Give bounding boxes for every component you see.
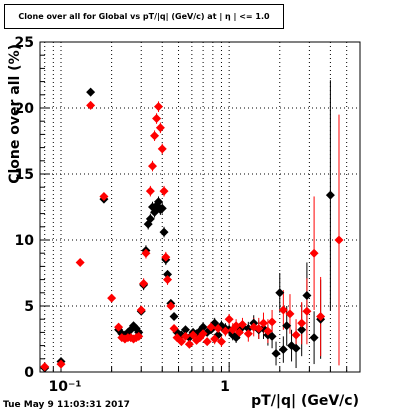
y-tick-label-25: 25 <box>15 35 34 51</box>
data-point <box>258 318 268 328</box>
data-point <box>278 305 288 315</box>
x-tick-label-1: 1 <box>220 379 230 395</box>
data-point <box>216 337 226 347</box>
data-point <box>161 252 171 262</box>
data-point <box>147 161 157 171</box>
data-point <box>237 319 247 329</box>
data-point <box>297 318 307 328</box>
data-point <box>316 312 326 322</box>
data-point <box>166 301 176 311</box>
data-point <box>99 191 109 201</box>
data-point <box>150 131 160 141</box>
data-point <box>180 331 190 341</box>
data-point <box>107 293 117 303</box>
data-point <box>176 337 186 347</box>
data-point <box>334 235 344 245</box>
data-point <box>169 323 179 333</box>
y-tick-label-0: 0 <box>24 365 34 381</box>
data-point <box>213 323 223 333</box>
data-point <box>302 290 312 300</box>
data-point <box>202 337 212 347</box>
data-point <box>206 322 216 332</box>
data-point <box>163 275 173 285</box>
data-point <box>86 100 96 110</box>
data-point <box>309 248 319 258</box>
data-point <box>291 330 301 340</box>
chart-title: Clone over all for Global vs pT/|q| (GeV… <box>18 12 270 21</box>
data-point <box>157 144 167 154</box>
data-point <box>155 123 165 133</box>
data-point <box>136 305 146 315</box>
data-point <box>198 322 208 332</box>
data-point <box>145 186 155 196</box>
data-point <box>271 349 281 359</box>
data-point <box>157 203 167 213</box>
data-point <box>153 102 163 112</box>
data-point <box>285 309 295 319</box>
data-point <box>152 114 162 124</box>
data-point <box>86 87 96 97</box>
data-point <box>231 321 241 331</box>
error-bars <box>44 80 340 370</box>
data-point <box>123 327 133 337</box>
data-point <box>159 227 169 237</box>
timestamp: Tue May 9 11:03:31 2017 <box>3 400 130 410</box>
data-point <box>275 288 285 298</box>
data-point <box>210 334 220 344</box>
data-point <box>243 329 253 339</box>
x-axis-label: pT/|q| (GeV/c) <box>251 393 359 409</box>
data-point <box>267 317 277 327</box>
data-point <box>139 279 149 289</box>
data-point <box>302 306 312 316</box>
data-point <box>163 269 173 279</box>
chart-title-box: Clone over all for Global vs pT/|q| (GeV… <box>4 4 284 29</box>
data-point <box>224 314 234 324</box>
data-point <box>278 345 288 355</box>
plot-frame <box>39 41 361 373</box>
x-tick-label-0.1: 10⁻¹ <box>48 379 81 395</box>
data-point <box>141 248 151 258</box>
data-point <box>145 214 155 224</box>
data-point <box>234 327 244 337</box>
data-point <box>291 343 301 353</box>
data-point <box>309 333 319 343</box>
data-point <box>198 329 208 339</box>
data-point <box>134 331 144 341</box>
data-point <box>153 197 163 207</box>
y-tick-label-10: 10 <box>15 233 35 249</box>
data-point <box>254 323 264 333</box>
grid-lines <box>40 42 361 372</box>
data-point <box>220 326 230 336</box>
data-point <box>114 322 124 332</box>
data-point <box>56 359 66 369</box>
data-point <box>184 339 194 349</box>
data-point <box>297 325 307 335</box>
data-point <box>75 257 85 267</box>
data-point <box>267 331 277 341</box>
y-tick-label-20: 20 <box>15 101 35 117</box>
y-tick-label-15: 15 <box>15 167 34 183</box>
data-point <box>180 325 190 335</box>
y-axis-label: Clone over all (%) <box>7 44 23 184</box>
data-point <box>263 326 273 336</box>
data-point <box>159 186 169 196</box>
data-point <box>169 312 179 322</box>
y-tick-label-5: 5 <box>24 299 34 315</box>
data-markers <box>40 87 344 373</box>
data-point <box>325 190 335 200</box>
data-point <box>282 321 292 331</box>
data-point <box>40 362 50 372</box>
